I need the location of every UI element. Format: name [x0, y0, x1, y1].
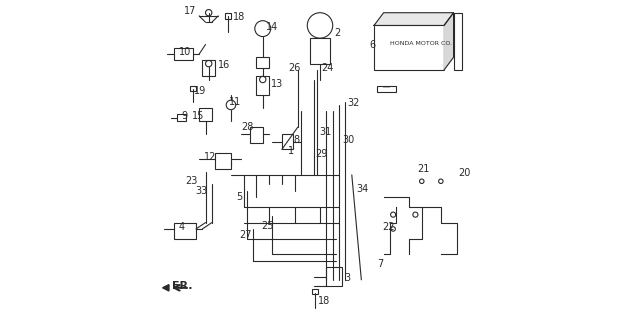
- Bar: [257, 57, 269, 68]
- Text: 28: 28: [241, 122, 253, 132]
- Text: 21: 21: [417, 163, 429, 174]
- Polygon shape: [444, 13, 454, 70]
- Text: FR.: FR.: [172, 281, 193, 291]
- Bar: [189, 86, 196, 91]
- Bar: [173, 48, 193, 60]
- Text: ----: ----: [383, 85, 391, 90]
- Text: 15: 15: [191, 111, 204, 121]
- Bar: [215, 153, 231, 169]
- Text: 1: 1: [288, 146, 294, 156]
- Text: 22: 22: [382, 222, 395, 232]
- Text: 11: 11: [229, 97, 242, 107]
- Bar: [225, 13, 231, 19]
- Text: 9: 9: [182, 111, 188, 121]
- Text: 2: 2: [334, 28, 340, 38]
- Text: 3: 3: [344, 273, 350, 283]
- Text: 18: 18: [319, 295, 331, 306]
- Text: 34: 34: [356, 184, 369, 194]
- Text: 29: 29: [316, 149, 328, 159]
- Bar: [374, 25, 444, 70]
- Text: 33: 33: [195, 186, 207, 196]
- Text: 23: 23: [185, 176, 198, 186]
- Polygon shape: [374, 13, 454, 25]
- Text: 13: 13: [271, 79, 283, 89]
- Text: 12: 12: [204, 152, 217, 162]
- Text: 4: 4: [179, 222, 184, 232]
- Text: HONDA MOTOR CO.: HONDA MOTOR CO.: [390, 41, 452, 46]
- Bar: [177, 114, 186, 121]
- Text: 19: 19: [195, 86, 207, 96]
- Text: 18: 18: [232, 12, 245, 23]
- Text: 30: 30: [342, 135, 355, 145]
- Text: 8: 8: [293, 135, 299, 145]
- Text: 7: 7: [378, 259, 383, 269]
- Bar: [312, 289, 319, 294]
- Bar: [310, 38, 330, 64]
- Bar: [202, 60, 215, 76]
- Text: 16: 16: [218, 60, 230, 70]
- Text: 5: 5: [236, 192, 242, 202]
- Text: 25: 25: [261, 221, 274, 231]
- Bar: [377, 86, 396, 92]
- Bar: [199, 108, 212, 121]
- Text: 31: 31: [319, 127, 331, 137]
- Text: 14: 14: [266, 22, 278, 32]
- Text: 20: 20: [458, 168, 470, 178]
- Bar: [250, 127, 263, 143]
- Polygon shape: [163, 285, 169, 291]
- Text: 24: 24: [321, 63, 334, 73]
- Bar: [454, 13, 461, 70]
- Bar: [326, 267, 342, 286]
- Text: 32: 32: [347, 98, 360, 108]
- Text: 27: 27: [239, 230, 252, 240]
- Bar: [282, 134, 293, 149]
- Text: 26: 26: [289, 63, 301, 73]
- Text: 6: 6: [369, 39, 376, 50]
- Bar: [173, 223, 196, 238]
- Bar: [257, 76, 269, 95]
- Text: 17: 17: [184, 6, 196, 16]
- Text: 10: 10: [179, 47, 191, 58]
